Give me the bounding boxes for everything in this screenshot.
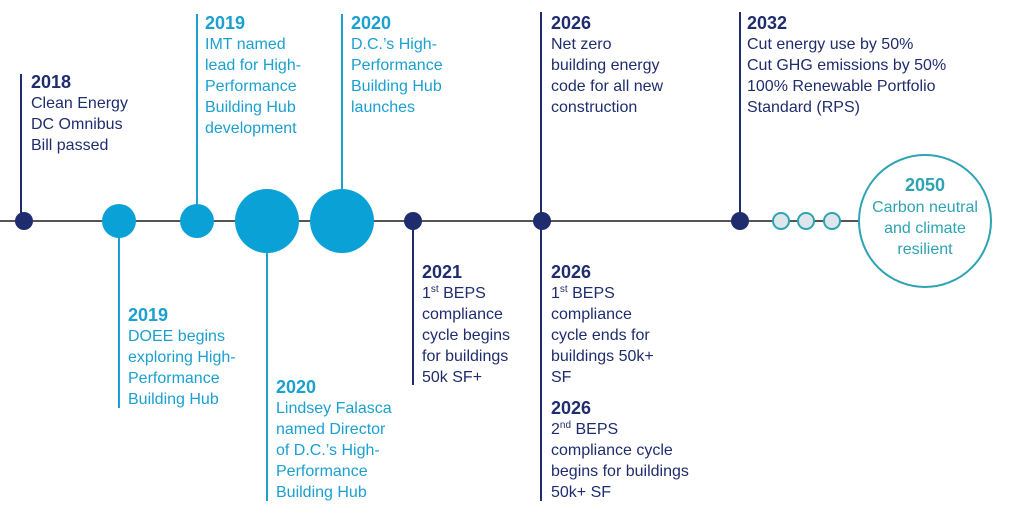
goal-year: 2050 bbox=[904, 175, 946, 195]
event-line: 1st BEPS bbox=[551, 283, 654, 304]
marker-2020-launch bbox=[310, 189, 374, 253]
event-line: D.C.’s High- bbox=[351, 36, 437, 53]
goal-2050: 2050 Carbon neutral and climate resilien… bbox=[866, 173, 984, 260]
event-2020-director: 2020 Lindsey Falasca named Director of D… bbox=[276, 376, 392, 503]
event-line: DOEE begins bbox=[128, 328, 225, 345]
event-line: code for all new bbox=[551, 78, 664, 95]
event-line: Building Hub bbox=[128, 391, 219, 408]
future-marker-2 bbox=[797, 212, 815, 230]
event-line: Performance bbox=[276, 463, 368, 480]
event-line: 1st BEPS bbox=[422, 283, 510, 304]
event-line: development bbox=[205, 120, 297, 137]
event-year: 2019 bbox=[128, 305, 169, 325]
event-line: construction bbox=[551, 99, 638, 116]
event-line: launches bbox=[351, 99, 416, 116]
event-year: 2026 bbox=[551, 13, 592, 33]
goal-line: and climate bbox=[884, 220, 966, 237]
event-line: Performance bbox=[205, 78, 297, 95]
event-line: buildings 50k+ bbox=[551, 348, 654, 365]
event-line: cycle ends for bbox=[551, 327, 650, 344]
event-year: 2026 bbox=[551, 398, 592, 418]
ordinal: 1 bbox=[422, 285, 431, 302]
event-line: Lindsey Falasca bbox=[276, 400, 392, 417]
event-line: Building Hub bbox=[276, 484, 367, 501]
marker-2019-imt bbox=[180, 204, 214, 238]
event-line: compliance bbox=[422, 306, 503, 323]
event-line: lead for High- bbox=[205, 57, 302, 74]
marker-2019-doee bbox=[102, 204, 136, 238]
event-line: of D.C.’s High- bbox=[276, 442, 380, 459]
marker-2032 bbox=[731, 212, 749, 230]
event-line: Clean Energy bbox=[31, 95, 128, 112]
line-rest: BEPS bbox=[571, 421, 619, 438]
event-year: 2026 bbox=[551, 262, 592, 282]
event-2020-launch: 2020 D.C.’s High- Performance Building H… bbox=[351, 12, 443, 118]
event-line: IMT named bbox=[205, 36, 286, 53]
event-line: 100% Renewable Portfolio bbox=[747, 78, 936, 95]
event-year: 2020 bbox=[351, 13, 392, 33]
event-line: SF bbox=[551, 369, 572, 386]
event-line: Building Hub bbox=[205, 99, 296, 116]
marker-2020-director bbox=[235, 189, 299, 253]
goal-circle bbox=[858, 154, 992, 288]
event-line: Cut energy use by 50% bbox=[747, 36, 914, 53]
ordinal-suffix: nd bbox=[559, 420, 572, 431]
event-year: 2018 bbox=[31, 72, 72, 92]
event-line: building energy bbox=[551, 57, 660, 74]
future-marker-3 bbox=[823, 212, 841, 230]
event-line: DC Omnibus bbox=[31, 116, 123, 133]
ordinal-suffix: st bbox=[559, 284, 568, 295]
event-year: 2021 bbox=[422, 262, 463, 282]
event-line: cycle begins bbox=[422, 327, 511, 344]
event-2019-doee: 2019 DOEE begins exploring High- Perform… bbox=[128, 304, 236, 410]
event-line: Cut GHG emissions by 50% bbox=[747, 57, 947, 74]
event-year: 2020 bbox=[276, 377, 317, 397]
ordinal-suffix: st bbox=[430, 284, 439, 295]
event-line: Building Hub bbox=[351, 78, 442, 95]
event-2032: 2032 Cut energy use by 50% Cut GHG emiss… bbox=[747, 12, 946, 118]
marker-2021 bbox=[404, 212, 422, 230]
goal-line: resilient bbox=[897, 241, 953, 258]
line-rest: BEPS bbox=[438, 285, 486, 302]
event-year: 2032 bbox=[747, 13, 788, 33]
event-line: compliance cycle bbox=[551, 442, 673, 459]
event-line: named Director bbox=[276, 421, 386, 438]
event-2026-beps-begins: 2026 2nd BEPS compliance cycle begins fo… bbox=[551, 397, 689, 503]
ordinal: 1 bbox=[551, 285, 560, 302]
event-2026-net-zero: 2026 Net zero building energy code for a… bbox=[551, 12, 663, 118]
event-line: for buildings bbox=[422, 348, 509, 365]
event-2021: 2021 1st BEPS compliance cycle begins fo… bbox=[422, 261, 510, 388]
event-2019-imt: 2019 IMT named lead for High- Performanc… bbox=[205, 12, 301, 139]
goal-line: Carbon neutral bbox=[872, 199, 978, 216]
marker-2018 bbox=[15, 212, 33, 230]
future-marker-1 bbox=[772, 212, 790, 230]
event-line: exploring High- bbox=[128, 349, 236, 366]
event-line: Standard (RPS) bbox=[747, 99, 860, 116]
marker-2026 bbox=[533, 212, 551, 230]
event-line: 50k+ SF bbox=[551, 484, 612, 501]
event-line: 2nd BEPS bbox=[551, 419, 689, 440]
event-2018: 2018 Clean Energy DC Omnibus Bill passed bbox=[31, 71, 128, 156]
ordinal: 2 bbox=[551, 421, 560, 438]
event-line: begins for buildings bbox=[551, 463, 689, 480]
line-rest: BEPS bbox=[567, 285, 615, 302]
event-line: compliance bbox=[551, 306, 632, 323]
event-line: Net zero bbox=[551, 36, 612, 53]
event-year: 2019 bbox=[205, 13, 246, 33]
event-2026-beps-ends: 2026 1st BEPS compliance cycle ends for … bbox=[551, 261, 654, 388]
event-line: Performance bbox=[128, 370, 220, 387]
event-line: Bill passed bbox=[31, 137, 109, 154]
event-line: Performance bbox=[351, 57, 443, 74]
event-line: 50k SF+ bbox=[422, 369, 483, 386]
